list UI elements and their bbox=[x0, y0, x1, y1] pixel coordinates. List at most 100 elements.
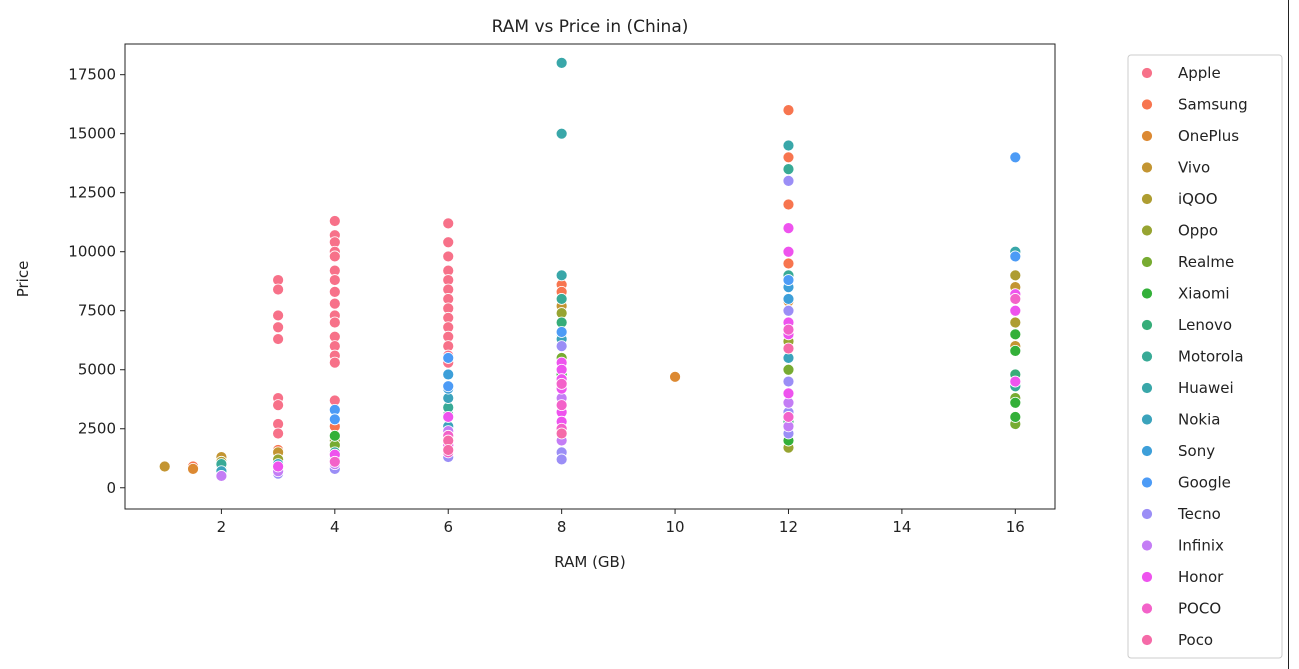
legend-marker bbox=[1141, 634, 1153, 646]
data-point-apple bbox=[442, 250, 455, 263]
data-point-honor bbox=[272, 460, 285, 473]
legend-marker bbox=[1141, 508, 1153, 520]
y-tick-label: 2500 bbox=[78, 420, 116, 438]
legend-label: Lenovo bbox=[1178, 316, 1232, 334]
legend-marker bbox=[1141, 98, 1153, 111]
data-point-huawei bbox=[555, 56, 568, 69]
data-point-tecno bbox=[555, 340, 568, 353]
data-point-apple bbox=[328, 250, 341, 263]
y-tick-label: 0 bbox=[106, 479, 116, 497]
legend-label: Google bbox=[1178, 474, 1231, 492]
x-tick-label: 10 bbox=[666, 518, 685, 536]
data-point-oneplus bbox=[187, 462, 199, 475]
legend-marker bbox=[1141, 571, 1153, 583]
data-point-apple bbox=[442, 217, 455, 230]
data-point-realme bbox=[782, 363, 795, 376]
legend-label: Motorola bbox=[1178, 348, 1244, 366]
x-tick-label: 12 bbox=[779, 518, 798, 536]
data-point-apple bbox=[272, 333, 285, 345]
data-point-motorola bbox=[555, 293, 568, 305]
data-point-apple bbox=[328, 285, 341, 298]
legend-marker bbox=[1141, 256, 1153, 268]
data-point-poco bbox=[782, 323, 795, 336]
x-axis-label: RAM (GB) bbox=[554, 553, 625, 571]
legend-marker bbox=[1141, 350, 1153, 363]
data-point-samsung bbox=[782, 198, 795, 211]
data-point-poco bbox=[555, 377, 568, 390]
data-point-apple bbox=[272, 427, 285, 440]
legend-marker bbox=[1141, 161, 1153, 174]
data-point-google bbox=[442, 352, 455, 364]
legend-label: Infinix bbox=[1178, 537, 1224, 555]
legend-label: Samsung bbox=[1178, 96, 1248, 114]
data-point-google bbox=[442, 380, 455, 393]
data-point-iqoo bbox=[1009, 316, 1022, 329]
data-point-poco bbox=[328, 455, 341, 468]
legend-label: Poco bbox=[1178, 631, 1213, 649]
data-point-apple bbox=[442, 236, 455, 249]
y-tick-label: 7500 bbox=[78, 302, 116, 320]
plot-area bbox=[124, 43, 1056, 510]
data-point-iqoo bbox=[1009, 269, 1022, 282]
data-point-honor bbox=[1009, 304, 1022, 317]
y-tick-label: 15000 bbox=[68, 125, 116, 143]
legend-label: Tecno bbox=[1177, 505, 1221, 523]
x-tick-label: 16 bbox=[1006, 518, 1025, 536]
data-point-infinix bbox=[215, 470, 228, 482]
data-point-motorola bbox=[782, 163, 795, 176]
data-point-tecno bbox=[782, 175, 795, 187]
legend-label: Nokia bbox=[1178, 411, 1220, 429]
data-point-poco bbox=[782, 342, 795, 355]
data-point-samsung bbox=[782, 151, 795, 164]
data-point-apple bbox=[328, 356, 341, 369]
data-point-xiaomi bbox=[1009, 411, 1022, 423]
data-point-honor bbox=[782, 387, 795, 400]
y-axis-ticks: 0 2500 5000 7500 10000 12500 15000 17500 bbox=[68, 66, 125, 497]
legend-marker bbox=[1141, 539, 1153, 552]
data-point-honor bbox=[782, 222, 795, 235]
y-tick-label: 12500 bbox=[68, 184, 116, 202]
legend-label: Honor bbox=[1178, 568, 1224, 586]
legend-marker bbox=[1141, 413, 1153, 426]
data-point-google bbox=[782, 274, 795, 286]
data-point-apple bbox=[272, 283, 285, 296]
data-point-huawei bbox=[555, 269, 568, 282]
x-axis-ticks: 2 4 6 8 10 12 14 16 bbox=[217, 509, 1025, 536]
legend-label: OnePlus bbox=[1178, 127, 1239, 145]
data-point-xiaomi bbox=[1009, 344, 1022, 357]
legend-marker bbox=[1141, 476, 1153, 489]
x-tick-label: 4 bbox=[330, 518, 340, 536]
data-point-honor bbox=[1009, 375, 1022, 388]
data-point-apple bbox=[272, 399, 285, 412]
data-point-xiaomi bbox=[1009, 328, 1022, 341]
data-point-apple bbox=[272, 321, 285, 334]
legend-marker bbox=[1141, 382, 1153, 394]
legend-label: Sony bbox=[1178, 442, 1215, 460]
data-point-sony bbox=[442, 368, 455, 381]
x-tick-label: 14 bbox=[892, 518, 911, 536]
data-point-google bbox=[1009, 151, 1022, 164]
data-point-xiaomi bbox=[1009, 396, 1022, 409]
data-points bbox=[158, 56, 1022, 482]
y-tick-label: 5000 bbox=[78, 361, 116, 379]
data-point-apple bbox=[272, 309, 285, 322]
data-point-poco bbox=[782, 411, 795, 423]
data-point-samsung bbox=[782, 257, 795, 270]
data-point-apple bbox=[328, 297, 341, 310]
legend-label: iQOO bbox=[1178, 190, 1218, 208]
x-tick-label: 6 bbox=[443, 518, 453, 536]
legend-label: Oppo bbox=[1178, 222, 1218, 240]
data-point-poco bbox=[1009, 293, 1022, 305]
data-point-poco bbox=[555, 427, 568, 440]
x-tick-label: 8 bbox=[557, 518, 567, 536]
data-point-google bbox=[555, 326, 568, 338]
data-point-huawei bbox=[782, 139, 795, 152]
data-point-xiaomi bbox=[328, 429, 341, 442]
legend-label: Realme bbox=[1178, 253, 1234, 271]
data-point-tecno bbox=[555, 453, 568, 466]
legend-label: Xiaomi bbox=[1178, 285, 1230, 303]
data-point-google bbox=[328, 413, 341, 426]
data-point-honor bbox=[442, 411, 455, 423]
legend-marker bbox=[1141, 130, 1153, 142]
